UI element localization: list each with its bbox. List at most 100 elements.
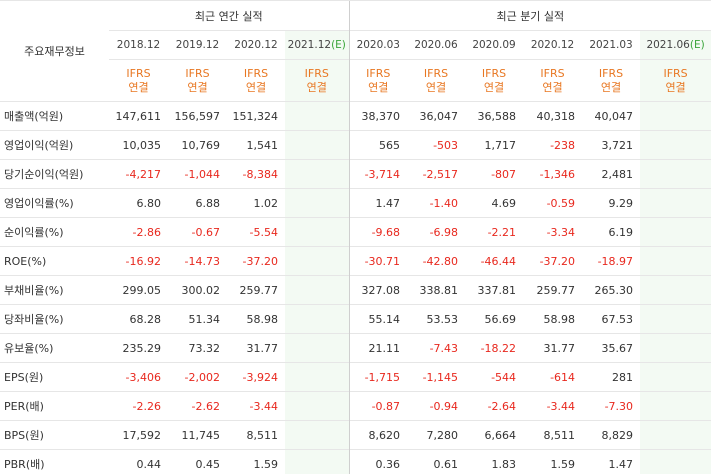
table-cell: -8,384	[227, 159, 285, 189]
ifrs-label: IFRS 연결	[348, 59, 408, 102]
table-row: PER(배) -2.26 -2.62 -3.44 -0.87 -0.94 -2.64 -3.4…	[0, 391, 711, 421]
table-row: PBR(배) 0.44 0.45 1.59 0.36 0.61 1.83 1.59 1.47	[0, 449, 711, 474]
ifrs-label-line1: IFRS	[663, 66, 688, 80]
table-cell: -0.67	[168, 217, 227, 247]
table-cell: 31.77	[523, 333, 583, 363]
ifrs-label-line1: IFRS	[598, 66, 624, 80]
table-cell	[640, 391, 711, 421]
table-cell: -14.73	[168, 246, 227, 276]
table-cell	[285, 304, 350, 334]
table-cell: -42.80	[407, 246, 466, 276]
table-cell: 56.69	[465, 304, 524, 334]
period-label: 2019.12	[175, 39, 220, 51]
table-cell: -18.22	[465, 333, 524, 363]
period-label: 2020.06	[414, 39, 458, 51]
table-cell: -1,145	[407, 362, 466, 392]
table-cell	[285, 101, 350, 131]
table-cell: 8,511	[523, 420, 583, 450]
row-label: PBR(배)	[0, 449, 109, 474]
table-cell	[640, 362, 711, 392]
corner-header: 주요재무정보	[0, 0, 109, 102]
table-cell	[285, 391, 350, 421]
table-cell	[640, 188, 711, 218]
ifrs-label-line2: 연결	[128, 80, 149, 94]
table-cell: -6.98	[407, 217, 466, 247]
period-header-estimate: 2021.06(E)	[640, 30, 711, 60]
table-cell: 1.47	[582, 449, 641, 474]
table-cell: -503	[407, 130, 466, 160]
ifrs-label: IFRS 연결	[109, 59, 168, 102]
ifrs-label: IFRS 연결	[285, 59, 350, 102]
ifrs-label: IFRS 연결	[640, 59, 711, 102]
table-cell: -46.44	[465, 246, 524, 276]
ifrs-label-line2: 연결	[600, 80, 622, 94]
ifrs-label-line1: IFRS	[481, 66, 507, 80]
ifrs-label-line1: IFRS	[540, 66, 565, 80]
ifrs-label-line1: IFRS	[423, 66, 449, 80]
table-cell: -3,714	[348, 159, 408, 189]
table-cell	[640, 333, 711, 363]
table-cell: 0.36	[348, 449, 408, 474]
period-label: 2021.06	[646, 39, 690, 51]
table-cell	[640, 246, 711, 276]
row-label: ROE(%)	[0, 246, 109, 276]
table-cell: 6.88	[168, 188, 227, 218]
row-label: 부채비율(%)	[0, 275, 109, 305]
table-cell: 36,588	[465, 101, 524, 131]
period-label: 2020.09	[472, 39, 516, 51]
table-cell: -9.68	[348, 217, 408, 247]
table-cell: 1.02	[227, 188, 285, 218]
table-cell: 1.47	[348, 188, 408, 218]
table-row: EPS(원) -3,406 -2,002 -3,924 -1,715 -1,145 -544…	[0, 362, 711, 392]
table-cell: -3,924	[227, 362, 285, 392]
table-cell: 53.53	[407, 304, 466, 334]
table-cell: 10,769	[168, 130, 227, 160]
table-cell: 565	[348, 130, 408, 160]
table-cell: -37.20	[227, 246, 285, 276]
table-cell: -3.34	[523, 217, 583, 247]
table-cell: -0.87	[348, 391, 408, 421]
row-label: 순이익률(%)	[0, 217, 109, 247]
table-cell	[640, 130, 711, 160]
table-row: BPS(원) 17,592 11,745 8,511 8,620 7,280 6,664 8,…	[0, 420, 711, 450]
table-cell: 2,481	[582, 159, 641, 189]
table-cell: 35.67	[582, 333, 641, 363]
period-label: 2021.03	[589, 39, 633, 51]
financial-table-body: 매출액(억원) 147,611 156,597 151,324 38,370 36,047…	[0, 101, 711, 474]
period-header: 2020.03	[348, 30, 408, 60]
table-cell: 31.77	[227, 333, 285, 363]
table-cell: 58.98	[523, 304, 583, 334]
table-cell	[285, 188, 350, 218]
period-header: 2020.06	[407, 30, 466, 60]
ifrs-label: IFRS 연결	[582, 59, 641, 102]
period-header: 2020.12	[523, 30, 583, 60]
table-cell: 0.45	[168, 449, 227, 474]
period-header-estimate: 2021.12(E)	[285, 30, 350, 60]
table-cell: 156,597	[168, 101, 227, 131]
ifrs-label-line2: 연결	[187, 80, 208, 94]
table-cell: 6.19	[582, 217, 641, 247]
table-row: 매출액(억원) 147,611 156,597 151,324 38,370 36,047…	[0, 101, 711, 131]
table-row: 순이익률(%) -2.86 -0.67 -5.54 -9.68 -6.98 -2.21 -3.…	[0, 217, 711, 247]
table-cell: 1,717	[465, 130, 524, 160]
ifrs-label: IFRS 연결	[407, 59, 466, 102]
ifrs-label: IFRS 연결	[523, 59, 583, 102]
table-cell	[640, 420, 711, 450]
table-cell: -1,715	[348, 362, 408, 392]
period-label: 2020.03	[356, 39, 400, 51]
table-cell: -2.26	[109, 391, 168, 421]
estimate-flag: (E)	[689, 39, 705, 51]
period-label: 2020.12	[530, 39, 575, 51]
table-cell: 10,035	[109, 130, 168, 160]
table-cell	[285, 130, 350, 160]
table-cell: 9.29	[582, 188, 641, 218]
table-cell: 38,370	[348, 101, 408, 131]
ifrs-label-line1: IFRS	[126, 66, 151, 80]
table-cell: 73.32	[168, 333, 227, 363]
table-cell	[285, 246, 350, 276]
table-cell: -2.21	[465, 217, 524, 247]
table-cell: -2,002	[168, 362, 227, 392]
table-cell	[640, 159, 711, 189]
row-label: BPS(원)	[0, 420, 109, 450]
